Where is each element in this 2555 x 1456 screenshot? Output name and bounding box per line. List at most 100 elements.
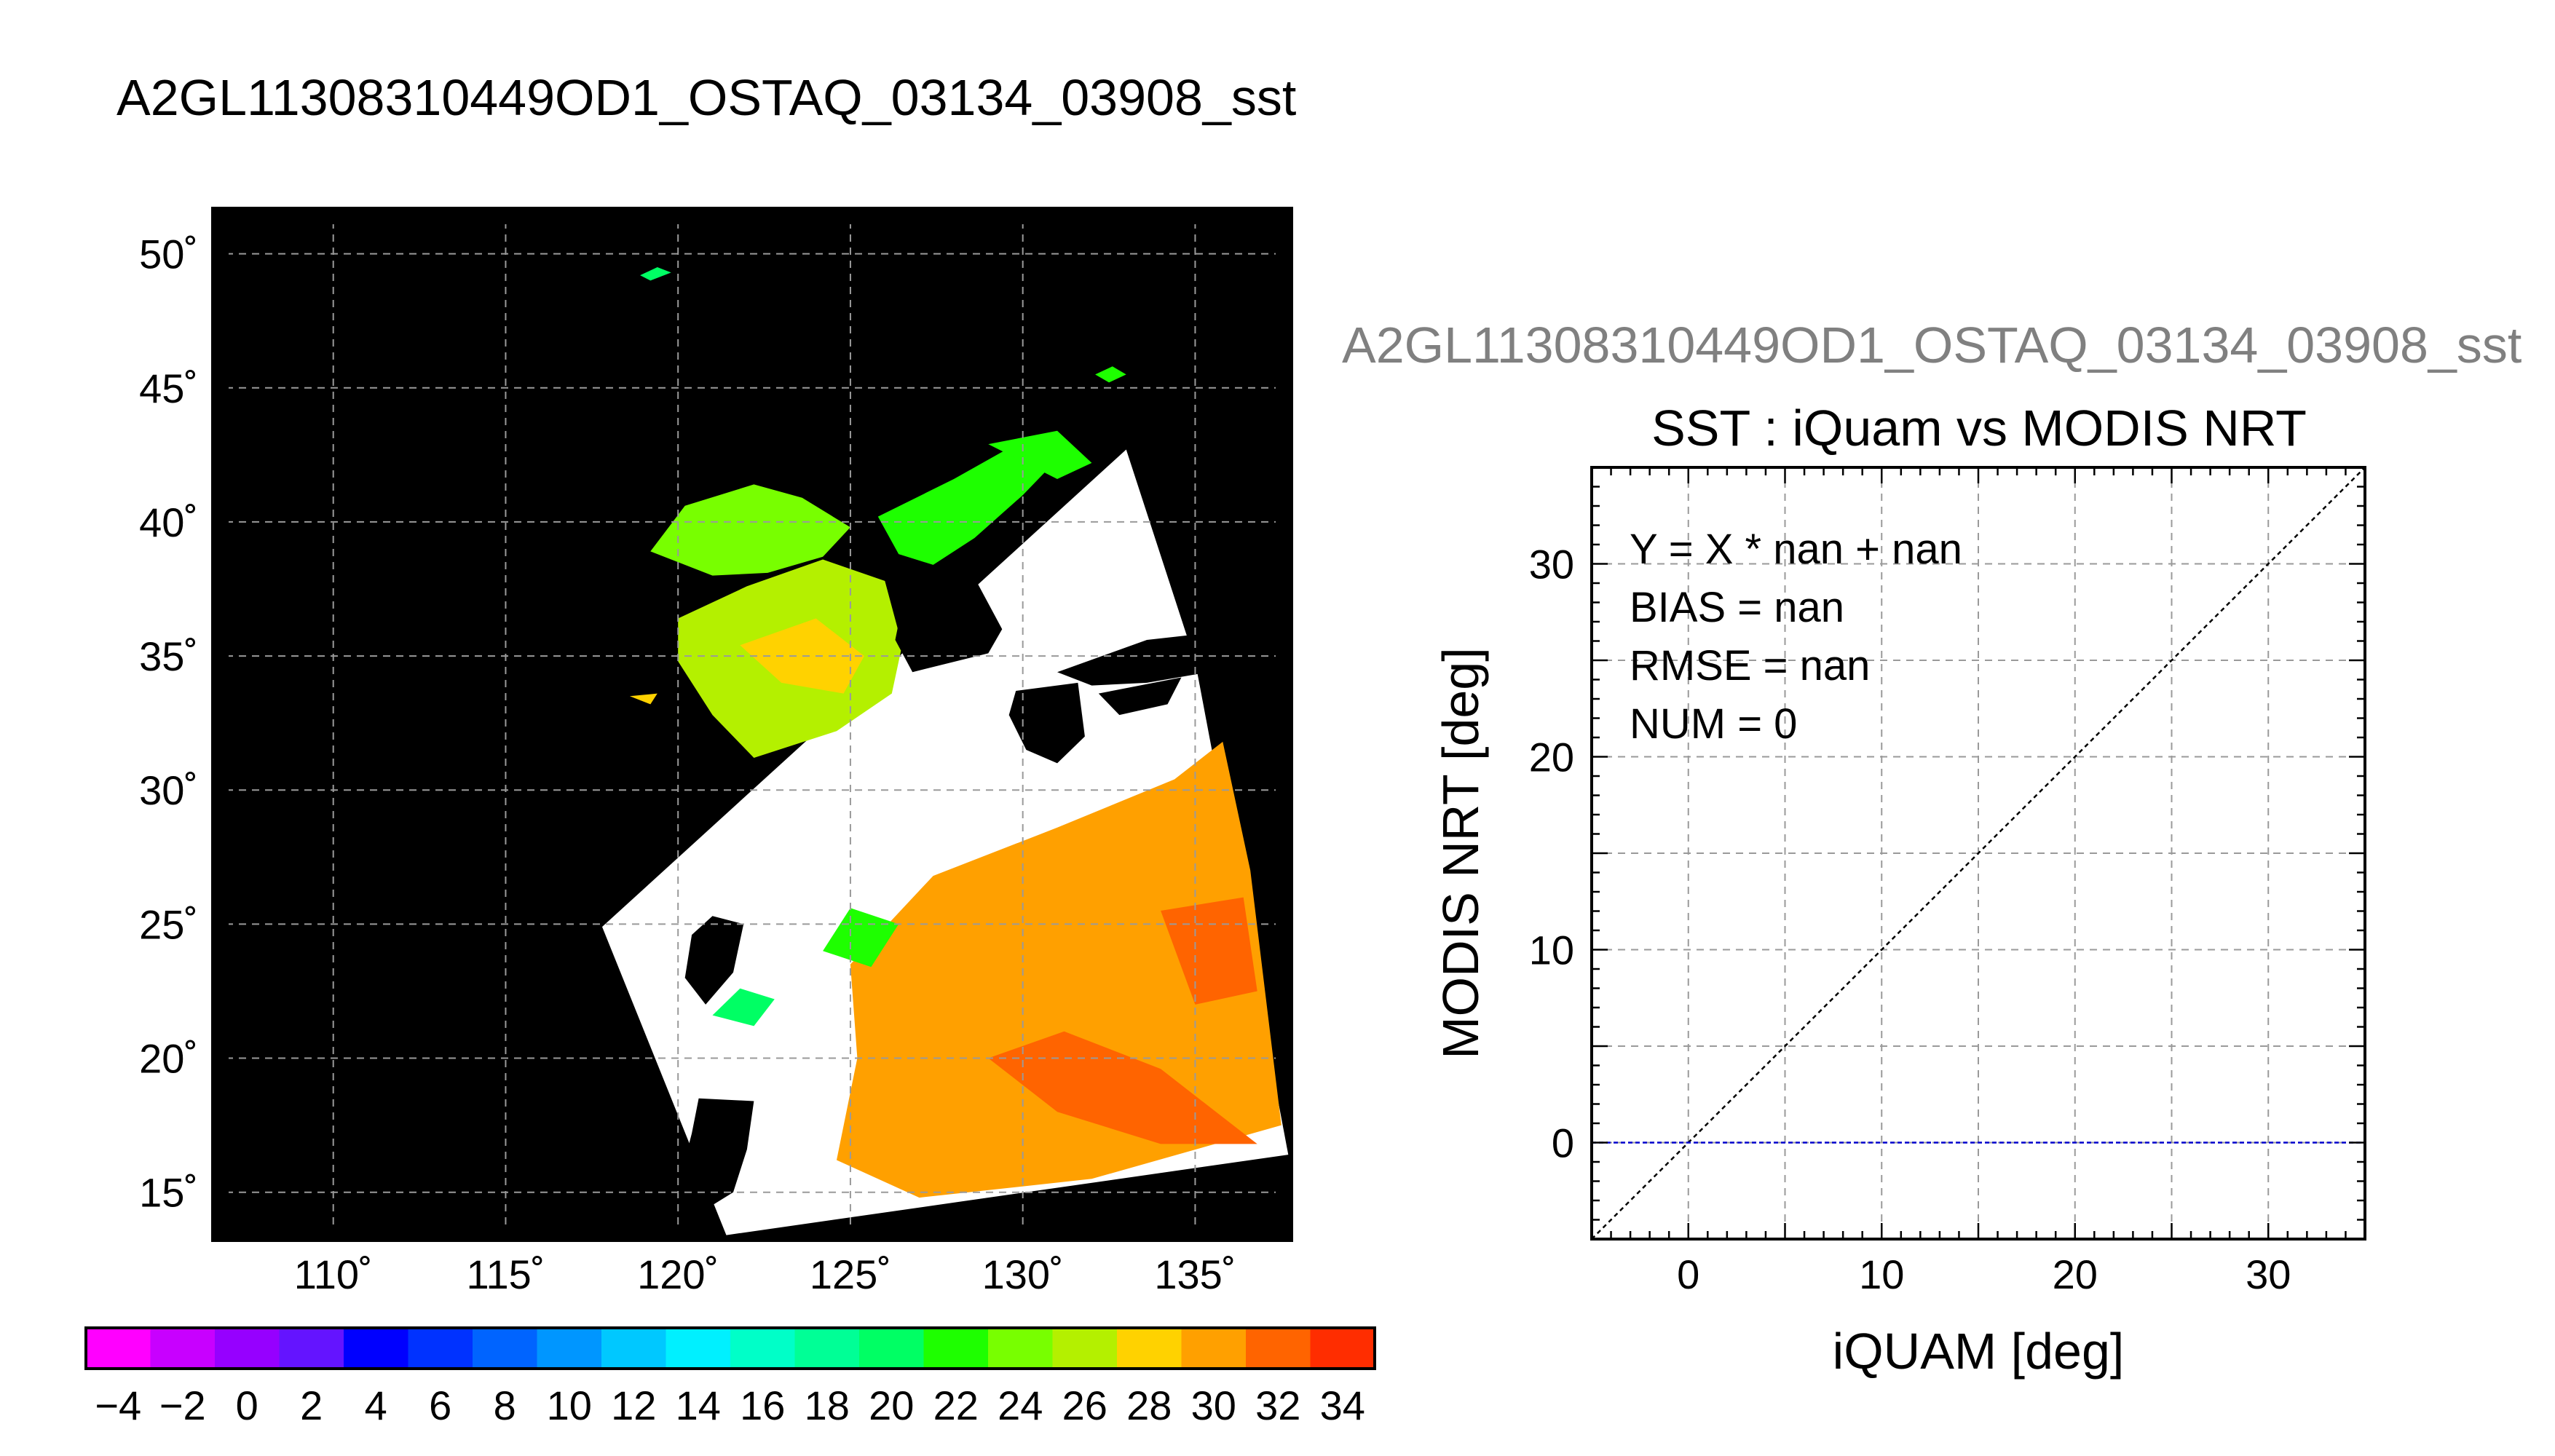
scatter-y-tick-label: 20 (1529, 735, 1574, 780)
sst-region (650, 484, 850, 576)
land-shape (895, 564, 1003, 673)
colorbar-tick-label: 30 (1191, 1382, 1236, 1428)
sst-region (740, 618, 864, 694)
map-longitude-ticks: 110˚ 115˚ 120˚ 125˚ 130˚ 135˚ (294, 208, 1236, 1297)
map-x-tick-label: 125˚ (810, 1251, 891, 1297)
colorbar-cell (1310, 1328, 1375, 1369)
colorbar-cell (666, 1328, 731, 1369)
colorbar-cell (408, 1328, 473, 1369)
colorbar-tick-label: 12 (611, 1382, 656, 1428)
sst-region (629, 693, 657, 705)
colorbar-cell (601, 1328, 667, 1369)
scatter-y-tick-label: 0 (1552, 1120, 1574, 1166)
map-content (602, 267, 1289, 1235)
colorbar-tick-label: 0 (236, 1382, 258, 1428)
scatter-annotations: Y = X * nan + nan BIAS = nan RMSE = nan NUM… (1630, 526, 1962, 748)
map-y-tick-label: 35˚ (139, 633, 198, 679)
land-shape (678, 1098, 754, 1214)
sst-region (712, 988, 775, 1026)
scatter-frame (1590, 466, 2366, 1241)
colorbar-cell (537, 1328, 602, 1369)
scatter-title: SST : iQuam vs MODIS NRT (1651, 400, 2307, 456)
scatter-panel: 0 10 20 30 0 10 20 30 Y = X * nan + nan BIAS = … (1432, 466, 2366, 1380)
scatter-y-tick-label: 30 (1529, 542, 1574, 587)
colorbar-cell (1117, 1328, 1182, 1369)
colorbar-cell (1052, 1328, 1118, 1369)
sst-region (988, 430, 1092, 479)
colorbar-tick-label: 14 (676, 1382, 721, 1428)
land-shape (1008, 682, 1085, 764)
scatter-annotation: BIAS = nan (1630, 584, 1844, 631)
colorbar-tick-label: 10 (547, 1382, 592, 1428)
scatter-annotation: Y = X * nan + nan (1630, 526, 1962, 573)
colorbar-tick-label: −2 (159, 1382, 206, 1428)
map-y-tick-label: 40˚ (139, 499, 198, 545)
sst-region (988, 1031, 1257, 1144)
map-latitude-ticks: 15˚ 20˚ 25˚ 30˚ 35˚ 40˚ 45˚ 50˚ (139, 232, 1292, 1216)
map-frame (211, 207, 1293, 1242)
map-x-tick-label: 115˚ (466, 1251, 545, 1297)
colorbar-tick-label: 34 (1320, 1382, 1365, 1428)
map-y-tick-label: 25˚ (139, 901, 198, 947)
map-x-tick-label: 120˚ (637, 1251, 719, 1297)
colorbar-tick-label: 6 (429, 1382, 451, 1428)
scatter-x-tick-label: 30 (2246, 1251, 2291, 1297)
map-x-tick-label: 135˚ (1154, 1251, 1236, 1297)
colorbar-tick-label: 28 (1126, 1382, 1172, 1428)
colorbar-cell (279, 1328, 344, 1369)
colorbar-cell (473, 1328, 538, 1369)
colorbar-tick-label: 20 (869, 1382, 914, 1428)
map-y-tick-label: 30˚ (139, 767, 198, 813)
sst-region (1095, 366, 1126, 383)
identity-line (1591, 467, 2366, 1240)
colorbar-tick-labels: −4 −2 0 2 4 6 8 10 12 14 16 18 20 22 24 26 28 30 32 34 (95, 1382, 1365, 1428)
scatter-x-tick-label: 20 (2053, 1251, 2098, 1297)
colorbar-cell (794, 1328, 860, 1369)
map-y-tick-label: 15˚ (139, 1170, 198, 1216)
scatter-x-axis-label: iQUAM [deg] (1833, 1323, 2125, 1380)
colorbar-cell (1181, 1328, 1247, 1369)
land-shape (1098, 677, 1182, 716)
colorbar-cells (86, 1328, 1375, 1369)
map-y-tick-label: 20˚ (139, 1036, 198, 1082)
colorbar-cell (730, 1328, 796, 1369)
scatter-annotation: RMSE = nan (1630, 642, 1870, 689)
scatter-top-label: A2GL11308310449OD1_OSTAQ_03134_03908_sst (1342, 317, 2522, 373)
colorbar-tick-label: 4 (365, 1382, 387, 1428)
colorbar-tick-label: 32 (1255, 1382, 1300, 1428)
scatter-y-tick-label: 10 (1529, 927, 1574, 973)
colorbar-tick-label: 24 (998, 1382, 1043, 1428)
scatter-y-axis-label: MODIS NRT [deg] (1432, 647, 1489, 1059)
scatter-x-tick-label: 0 (1677, 1251, 1699, 1297)
map-x-tick-label: 130˚ (982, 1251, 1064, 1297)
map-grid (213, 208, 1292, 1241)
map-x-tick-label: 110˚ (294, 1251, 373, 1297)
colorbar-cell (988, 1328, 1054, 1369)
colorbar-cell (86, 1328, 151, 1369)
colorbar-cell (215, 1328, 280, 1369)
scatter-y-ticks: 0 10 20 30 (1529, 542, 1574, 1166)
colorbar-cell (923, 1328, 989, 1369)
scatter-x-ticks: 0 10 20 30 (1677, 1251, 2291, 1297)
colorbar-cell (859, 1328, 925, 1369)
colorbar-cell (150, 1328, 216, 1369)
map-title: A2GL11308310449OD1_OSTAQ_03134_03908_sst (117, 69, 1296, 126)
sst-region (877, 444, 1065, 565)
colorbar-tick-label: 2 (300, 1382, 323, 1428)
map-y-tick-label: 45˚ (139, 365, 198, 411)
colorbar-tick-label: 16 (740, 1382, 785, 1428)
colorbar: −4 −2 0 2 4 6 8 10 12 14 16 18 20 22 24 26 28 30 32 34 (84, 1326, 1376, 1428)
colorbar-cell (1246, 1328, 1311, 1369)
land-shape (684, 916, 744, 1005)
colorbar-frame (84, 1326, 1376, 1370)
colorbar-tick-label: 18 (805, 1382, 850, 1428)
colorbar-tick-label: 26 (1062, 1382, 1107, 1428)
sst-region (823, 908, 899, 968)
colorbar-tick-label: 22 (933, 1382, 979, 1428)
sst-region (640, 267, 671, 281)
colorbar-cell (344, 1328, 409, 1369)
scatter-lines (1591, 467, 2366, 1240)
scatter-annotation: NUM = 0 (1630, 700, 1797, 748)
colorbar-tick-label: −4 (95, 1382, 141, 1428)
